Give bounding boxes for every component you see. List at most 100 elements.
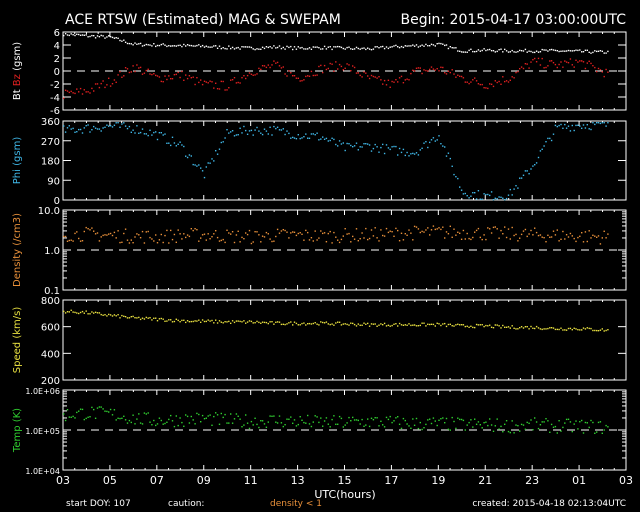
data-point <box>459 418 461 421</box>
data-point <box>376 237 378 239</box>
data-point <box>322 48 324 50</box>
data-point <box>558 63 560 66</box>
data-point <box>226 321 228 323</box>
data-point <box>335 61 337 63</box>
data-point <box>430 422 433 425</box>
data-point <box>335 46 337 48</box>
data-point <box>72 34 74 36</box>
data-point <box>438 135 440 137</box>
data-point <box>282 66 284 68</box>
data-point <box>550 327 553 329</box>
data-point <box>419 421 421 424</box>
data-point <box>534 327 536 330</box>
data-point <box>519 49 521 52</box>
data-point <box>108 35 110 37</box>
data-point <box>571 235 573 237</box>
data-point <box>511 194 513 196</box>
data-point <box>344 48 346 50</box>
data-point <box>352 235 354 238</box>
data-point <box>100 236 102 238</box>
data-point <box>365 143 367 145</box>
data-point <box>198 164 200 166</box>
y-tick-label: 0 <box>54 67 60 78</box>
data-point <box>102 80 104 82</box>
data-point <box>586 124 588 126</box>
data-point <box>104 410 106 412</box>
data-point <box>588 128 590 130</box>
data-point <box>517 70 519 73</box>
data-point <box>121 241 123 243</box>
data-point <box>183 79 185 81</box>
data-point <box>301 322 303 325</box>
data-point <box>269 238 271 240</box>
data-point <box>528 422 530 424</box>
data-point <box>123 415 125 417</box>
data-point <box>123 122 125 124</box>
data-point <box>231 79 234 81</box>
data-point <box>301 137 303 139</box>
data-point <box>457 323 459 325</box>
data-point <box>417 427 420 430</box>
data-point <box>562 426 564 429</box>
data-point <box>132 414 134 416</box>
data-point <box>470 195 472 197</box>
data-point <box>421 44 423 46</box>
data-point <box>400 232 403 234</box>
data-point <box>64 33 67 35</box>
data-point <box>502 431 504 433</box>
data-point <box>592 234 594 236</box>
data-point <box>109 408 112 411</box>
data-point <box>123 232 125 235</box>
data-point <box>218 148 221 150</box>
data-point <box>380 46 382 48</box>
data-point <box>185 236 187 239</box>
data-point <box>406 423 408 425</box>
data-point <box>605 52 607 54</box>
data-point <box>532 234 534 236</box>
data-point <box>316 323 318 325</box>
data-point <box>348 46 350 48</box>
data-point <box>158 318 161 320</box>
data-point <box>597 67 600 70</box>
data-point <box>599 69 602 71</box>
data-point <box>237 230 239 232</box>
data-point <box>535 162 538 164</box>
data-point <box>123 75 125 77</box>
data-point <box>185 321 187 324</box>
data-point <box>246 321 249 323</box>
data-point <box>579 125 581 127</box>
data-point <box>530 229 532 232</box>
data-point <box>138 43 140 45</box>
data-point <box>119 71 121 73</box>
data-point <box>186 415 189 418</box>
data-point <box>429 141 431 144</box>
series-bt <box>63 33 609 54</box>
data-point <box>565 234 568 236</box>
data-point <box>138 316 140 319</box>
series-phi <box>63 122 609 201</box>
data-point <box>592 421 594 424</box>
data-point <box>353 419 356 421</box>
data-point <box>370 417 373 419</box>
data-point <box>201 414 204 417</box>
data-point <box>393 45 395 47</box>
data-point <box>502 197 504 199</box>
data-point <box>70 309 72 311</box>
data-point <box>89 131 91 133</box>
data-point <box>64 419 67 422</box>
data-point <box>419 45 421 47</box>
data-point <box>260 48 262 50</box>
data-point <box>218 88 221 90</box>
data-point <box>489 83 491 85</box>
data-point <box>143 44 146 47</box>
data-point <box>459 75 461 77</box>
data-point <box>282 425 284 428</box>
data-point <box>380 146 382 149</box>
data-point <box>201 83 204 86</box>
data-point <box>460 51 463 53</box>
data-point <box>489 48 491 51</box>
data-point <box>305 324 307 326</box>
data-point <box>136 317 138 319</box>
